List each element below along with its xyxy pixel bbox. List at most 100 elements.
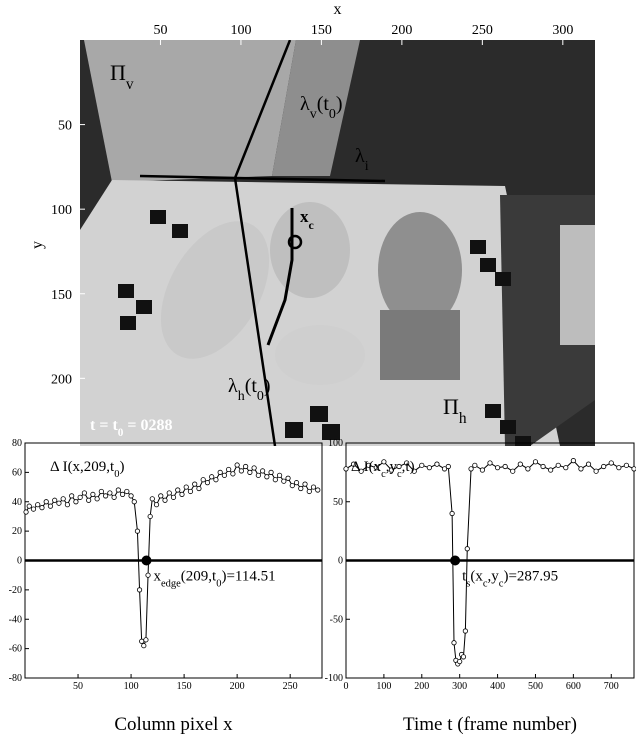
text-part: Δ I(x,209,t <box>50 459 115 475</box>
data-point <box>175 487 181 493</box>
data-point <box>153 502 160 508</box>
text-part: s <box>466 578 470 589</box>
text-part: v <box>310 107 317 122</box>
text-part: = 0288 <box>123 417 172 434</box>
data-point <box>204 480 211 486</box>
data-point <box>293 480 300 486</box>
y-tick-label: 20 <box>12 526 22 537</box>
x-tick-label: 100 <box>376 681 391 692</box>
data-point <box>315 487 321 493</box>
data-point <box>98 488 104 495</box>
text-part: c <box>397 469 402 480</box>
data-point <box>298 485 304 492</box>
x-tick-label: 700 <box>604 681 619 692</box>
y-tick-label: 80 <box>12 438 22 449</box>
y-tick-label: -20 <box>9 585 22 596</box>
y-tick-label: 0 <box>17 556 22 567</box>
text-part: 0 <box>329 107 336 122</box>
y-tick-label: -50 <box>330 614 343 625</box>
x-tick-label: 100 <box>124 681 139 692</box>
data-point <box>479 467 486 473</box>
data-point <box>209 474 215 480</box>
y-tick-label: 100 <box>328 438 343 449</box>
data-point <box>532 459 539 465</box>
data-point <box>404 460 410 466</box>
x-tick-label: 300 <box>552 23 573 38</box>
text-part: h <box>459 410 467 427</box>
data-point <box>166 490 172 496</box>
data-point <box>388 467 395 473</box>
data-point <box>43 499 49 505</box>
data-point <box>221 472 228 478</box>
text-part: 0 <box>118 427 124 439</box>
text-part: edge <box>161 578 181 589</box>
y-tick-label: -100 <box>325 673 343 684</box>
x-axis-label: x <box>334 1 342 18</box>
text-part: c <box>309 218 314 232</box>
text-part: (209,t <box>181 569 217 585</box>
data-point <box>593 468 599 474</box>
data-point <box>179 491 185 498</box>
data-point <box>259 468 266 474</box>
text-part: t <box>462 569 467 585</box>
y-tick-label: -60 <box>9 644 22 655</box>
data-point <box>200 477 206 483</box>
x-tick-label: 50 <box>153 23 167 38</box>
data-point <box>494 465 501 471</box>
text-part: i <box>365 159 369 174</box>
text-part: Π <box>443 394 459 419</box>
x-tick-label: 150 <box>177 681 192 692</box>
data-point <box>510 468 516 474</box>
text-part: (x <box>470 569 483 585</box>
x-tick-label: 200 <box>391 23 412 38</box>
data-point <box>631 466 636 472</box>
y-tick-label: 50 <box>58 119 72 134</box>
x-tick-label: 200 <box>414 681 429 692</box>
data-point <box>56 500 62 506</box>
text-part: λ <box>228 375 238 397</box>
photo-annotation: xc <box>300 207 314 232</box>
data-point <box>310 484 317 490</box>
data-point <box>373 465 379 471</box>
edge-marker <box>450 555 461 566</box>
data-point <box>69 493 75 499</box>
data-point <box>196 485 202 492</box>
data-point <box>570 458 576 464</box>
series-annotation: Δ I(xc,yc,t) <box>351 459 415 480</box>
data-point <box>281 478 287 484</box>
data-point <box>81 490 88 496</box>
x-axis-label: Column pixel x <box>114 714 233 735</box>
data-point <box>289 482 295 489</box>
photo <box>80 40 595 446</box>
data-point <box>111 494 117 500</box>
data-point <box>136 587 143 593</box>
data-point <box>306 488 312 495</box>
data-point <box>73 499 79 505</box>
text-part: ) <box>336 93 343 115</box>
data-point <box>147 513 153 520</box>
text-part: x <box>300 207 309 226</box>
data-point <box>192 481 198 487</box>
data-point <box>350 461 357 467</box>
data-point <box>64 502 71 508</box>
data-point <box>548 467 554 473</box>
data-point <box>30 506 37 512</box>
data-point <box>419 462 425 468</box>
data-point <box>162 497 168 503</box>
data-point <box>555 462 561 468</box>
data-point <box>107 490 113 496</box>
data-point <box>94 496 100 502</box>
data-point <box>381 459 387 465</box>
text-part: λ <box>300 93 310 115</box>
data-point <box>616 465 622 471</box>
data-point <box>268 469 274 475</box>
data-point <box>460 654 467 660</box>
text-part: (t <box>317 93 330 115</box>
marker-label: xedge(209,t0)=114.51 <box>153 569 275 590</box>
data-point <box>251 465 257 471</box>
data-point <box>243 463 249 470</box>
text-part: 0 <box>216 578 221 589</box>
photo-annotation: λh(t0) <box>228 375 271 404</box>
data-point <box>451 640 457 646</box>
data-point <box>226 466 232 473</box>
